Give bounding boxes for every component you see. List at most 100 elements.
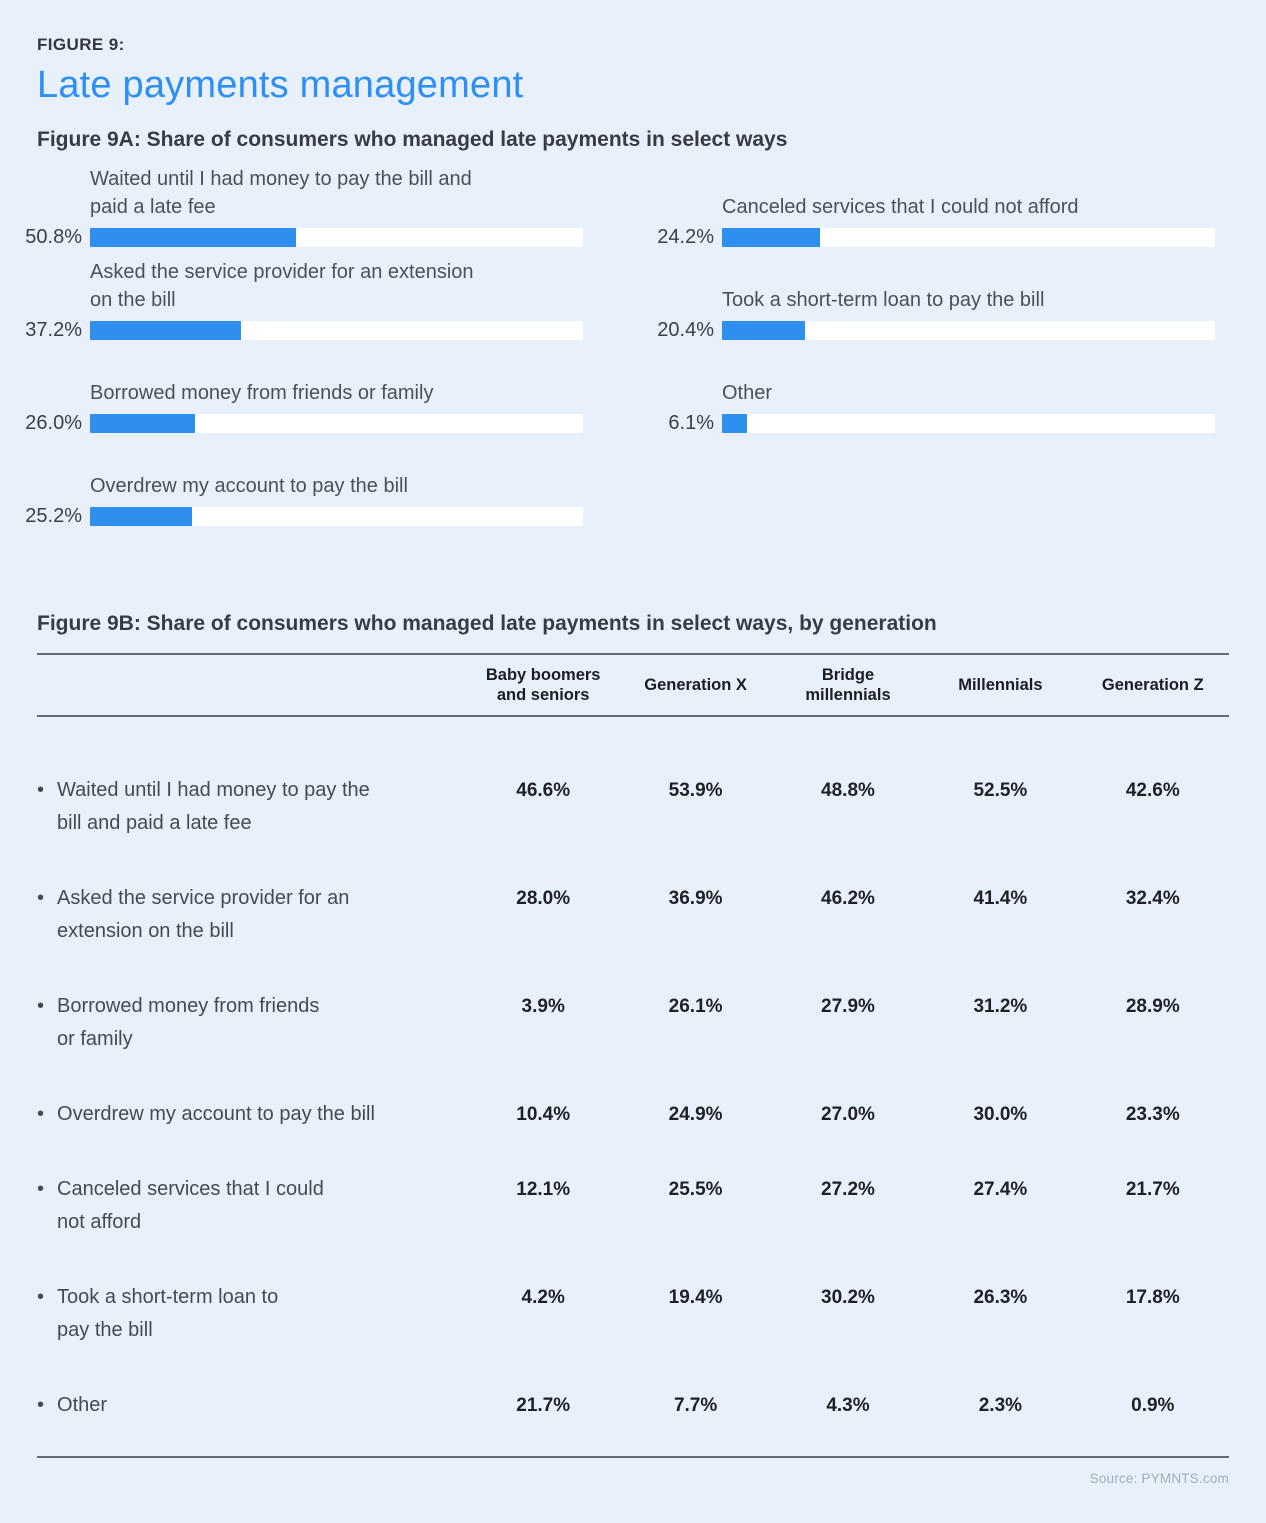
table-row: • Canceled services that I could not affo… bbox=[37, 1173, 1229, 1239]
table-header-row: Baby boomers and seniors Generation X Brid… bbox=[37, 655, 1229, 717]
table-row-label: • Other bbox=[37, 1389, 467, 1422]
table-column-header: Baby boomers and seniors bbox=[485, 666, 601, 704]
table-body: • Waited until I had money to pay the bil… bbox=[37, 717, 1229, 1458]
table-row-label: • Canceled services that I could not affo… bbox=[37, 1173, 467, 1239]
bar-fill bbox=[90, 414, 196, 433]
table-row-label: • Overdrew my account to pay the bill bbox=[37, 1098, 467, 1131]
bar-row: 24.2% bbox=[650, 226, 1215, 248]
table-row-label-text: Other bbox=[57, 1394, 108, 1416]
bullet-icon: • bbox=[37, 1178, 45, 1200]
bullet-icon: • bbox=[37, 887, 45, 909]
table-cell-value: 30.2% bbox=[821, 1287, 875, 1308]
table-row: • Took a short-term loan to pay the bill 4… bbox=[37, 1281, 1229, 1347]
bar-value-label: 26.0% bbox=[25, 412, 82, 434]
table-cell-value: 41.4% bbox=[973, 888, 1028, 909]
chart-column: Canceled services that I could not affor… bbox=[650, 154, 1215, 526]
bar-value-label: 25.2% bbox=[25, 505, 82, 527]
table-cell-value: 31.2% bbox=[973, 996, 1028, 1017]
bar-item: Other 6.1% bbox=[650, 340, 1215, 433]
bullet-icon: • bbox=[37, 779, 45, 801]
table-row: • Borrowed money from friends or family 3.… bbox=[37, 990, 1229, 1056]
table-cell-value: 10.4% bbox=[516, 1104, 571, 1125]
table-cell-value: 4.3% bbox=[826, 1395, 870, 1416]
table-cell-value: 28.9% bbox=[1125, 996, 1180, 1017]
bar-item: Took a short-term loan to pay the bill 20… bbox=[650, 247, 1215, 340]
bar-track bbox=[90, 414, 583, 433]
table-cell-value: 25.5% bbox=[668, 1179, 723, 1200]
bullet-icon: • bbox=[37, 1394, 45, 1416]
bar-value-label: 24.2% bbox=[657, 226, 714, 248]
table-cell-value: 46.6% bbox=[516, 780, 571, 801]
table-row-label: • Took a short-term loan to pay the bill bbox=[37, 1281, 467, 1347]
table-cell-value: 48.8% bbox=[821, 780, 875, 801]
table-row-label-text: Overdrew my account to pay the bill bbox=[57, 1103, 375, 1125]
bar-item-label: Waited until I had money to pay the bill… bbox=[90, 168, 472, 218]
table-row: • Overdrew my account to pay the bill 10.4… bbox=[37, 1098, 1229, 1131]
bar-item-label: Asked the service provider for an extens… bbox=[90, 261, 474, 311]
table-cell-value: 4.2% bbox=[521, 1287, 565, 1308]
table-cell-value: 24.9% bbox=[668, 1104, 723, 1125]
table-cell-value: 42.6% bbox=[1125, 780, 1180, 801]
bar-fill bbox=[90, 321, 241, 340]
table-row-label: • Waited until I had money to pay the bil… bbox=[37, 774, 467, 840]
bar-item: Borrowed money from friends or family 26.… bbox=[18, 340, 583, 433]
bar-item: Canceled services that I could not affor… bbox=[650, 154, 1215, 247]
bar-value-label: 37.2% bbox=[25, 319, 82, 341]
bar-item-label: Took a short-term loan to pay the bill bbox=[722, 289, 1045, 311]
bar-row: 50.8% bbox=[18, 226, 583, 248]
table-row: • Asked the service provider for an exten… bbox=[37, 882, 1229, 948]
table-cell-value: 27.4% bbox=[973, 1179, 1028, 1200]
table-cell-value: 12.1% bbox=[516, 1179, 571, 1200]
bar-fill bbox=[722, 228, 821, 247]
table-cell-value: 52.5% bbox=[973, 780, 1028, 801]
figure-9b-table: Baby boomers and seniors Generation X Brid… bbox=[37, 653, 1229, 1458]
table-cell-value: 46.2% bbox=[821, 888, 875, 909]
table-cell-value: 23.3% bbox=[1125, 1104, 1180, 1125]
bar-fill bbox=[722, 321, 805, 340]
table-column-header: Generation Z bbox=[1101, 676, 1204, 694]
table-cell-value: 0.9% bbox=[1131, 1395, 1175, 1416]
table-row-label-text: Took a short-term loan to pay the bill bbox=[57, 1286, 279, 1341]
table-row: • Waited until I had money to pay the bil… bbox=[37, 774, 1229, 840]
bullet-icon: • bbox=[37, 1103, 45, 1125]
table-row: • Other 21.7% 7.7% 4.3% 2.3% 0.9% bbox=[37, 1389, 1229, 1422]
bar-fill bbox=[90, 228, 296, 247]
table-cell-value: 19.4% bbox=[668, 1287, 723, 1308]
bar-fill bbox=[722, 414, 747, 433]
bar-item-label: Borrowed money from friends or family bbox=[90, 382, 434, 404]
bullet-icon: • bbox=[37, 1286, 45, 1308]
bullet-icon: • bbox=[37, 995, 45, 1017]
bar-item-label: Other bbox=[722, 382, 773, 404]
bar-row: 6.1% bbox=[650, 412, 1215, 434]
bar-track bbox=[90, 228, 583, 247]
table-row-label: • Borrowed money from friends or family bbox=[37, 990, 467, 1056]
figure-9a-subtitle: Figure 9A: Share of consumers who manage… bbox=[37, 128, 788, 151]
table-cell-value: 21.7% bbox=[516, 1395, 571, 1416]
table-column-header: Millennials bbox=[958, 676, 1043, 694]
table-cell-value: 36.9% bbox=[668, 888, 723, 909]
table-cell-value: 32.4% bbox=[1125, 888, 1180, 909]
bar-value-label: 6.1% bbox=[668, 412, 714, 434]
bar-track bbox=[90, 507, 583, 526]
bar-item-label: Overdrew my account to pay the bill bbox=[90, 475, 408, 497]
table-cell-value: 26.1% bbox=[668, 996, 723, 1017]
figure-9b-subtitle: Figure 9B: Share of consumers who manage… bbox=[37, 612, 937, 635]
bar-item: Asked the service provider for an extens… bbox=[18, 247, 583, 340]
bar-track bbox=[722, 321, 1215, 340]
bar-value-label: 50.8% bbox=[25, 226, 82, 248]
table-cell-value: 26.3% bbox=[973, 1287, 1028, 1308]
chart-column: Waited until I had money to pay the bill… bbox=[18, 154, 583, 526]
bar-row: 37.2% bbox=[18, 319, 583, 341]
table-row-label-text: Asked the service provider for an extens… bbox=[57, 887, 350, 942]
table-cell-value: 7.7% bbox=[673, 1395, 718, 1416]
bar-item: Waited until I had money to pay the bill… bbox=[18, 154, 583, 247]
table-cell-value: 27.2% bbox=[821, 1179, 875, 1200]
table-cell-value: 21.7% bbox=[1125, 1179, 1180, 1200]
bar-fill bbox=[90, 507, 193, 526]
table-cell-value: 30.0% bbox=[973, 1104, 1028, 1125]
bar-track bbox=[722, 414, 1215, 433]
bar-track bbox=[90, 321, 583, 340]
table-cell-value: 53.9% bbox=[668, 780, 723, 801]
bar-item: Overdrew my account to pay the bill 25.2% bbox=[18, 433, 583, 526]
